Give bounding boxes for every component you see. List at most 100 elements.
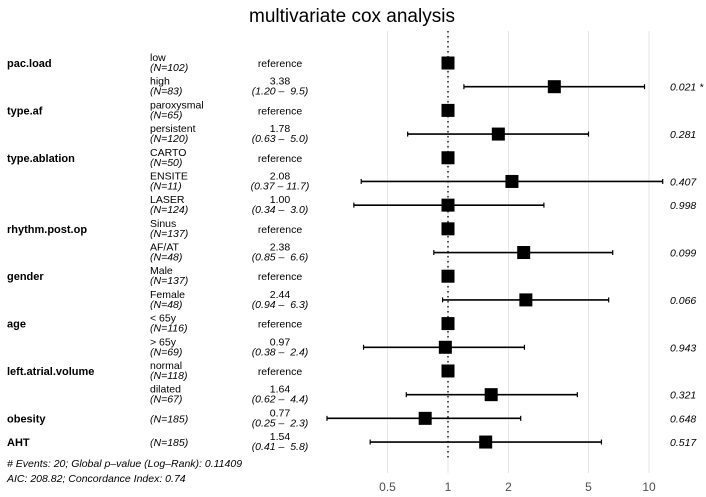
- forest-row: obesity (N=185) 0.77(0.25 – 2.3) 0.648: [7, 407, 696, 429]
- hr-reference: reference: [258, 105, 303, 117]
- forest-row: pac.load low(N=102) reference: [7, 52, 455, 74]
- p-value: 0.648: [670, 413, 696, 425]
- ci-value: (0.85 – 6.6): [252, 252, 309, 264]
- hr-value: 1.64: [270, 384, 291, 396]
- p-value: 0.066: [670, 295, 696, 307]
- hr-marker: [479, 435, 493, 449]
- level-label: persistent: [150, 123, 196, 135]
- x-tick-label: 10: [642, 480, 656, 494]
- footer-events: # Events: 20; Global p–value (Log–Rank):…: [7, 458, 242, 470]
- ci-value: (0.38 – 2.4): [252, 346, 309, 358]
- forest-row: dilated(N=67) 1.64(0.62 – 4.4) 0.321: [150, 384, 696, 406]
- hr-reference: reference: [258, 271, 303, 283]
- p-value: 0.517: [670, 437, 697, 449]
- level-label: AF/AT: [150, 242, 180, 254]
- n-label: (N=48): [150, 252, 182, 264]
- hr-value: 3.38: [270, 76, 291, 88]
- hr-marker: [505, 174, 519, 188]
- level-label: paroxysmal: [150, 99, 204, 111]
- n-label: (N=137): [150, 228, 188, 240]
- x-tick-label: 1: [445, 480, 452, 494]
- hr-reference: reference: [258, 366, 303, 378]
- hr-marker: [517, 246, 531, 260]
- level-label: high: [150, 76, 170, 88]
- forest-row: age < 65y(N=116) reference: [7, 313, 455, 335]
- ci-value: (0.63 – 5.0): [252, 133, 309, 145]
- hr-marker: [441, 222, 455, 236]
- n-label: (N=118): [150, 370, 187, 382]
- p-value: 0.281: [670, 129, 696, 141]
- hr-marker: [441, 317, 455, 331]
- hr-marker: [441, 198, 455, 212]
- variable-label: AHT: [7, 437, 30, 449]
- p-value: 0.998: [670, 200, 696, 212]
- hr-marker: [441, 364, 455, 378]
- hr-marker: [491, 127, 505, 141]
- variable-label: age: [7, 319, 26, 331]
- hr-marker: [441, 269, 455, 283]
- variable-label: left.atrial.volume: [7, 366, 94, 378]
- chart-title: multivariate cox analysis: [249, 6, 455, 27]
- forest-row: left.atrial.volume normal(N=118) reference: [7, 360, 455, 382]
- n-label: (N=185): [150, 413, 188, 425]
- forest-row: persistent(N=120) 1.78(0.63 – 5.0) 0.281: [150, 123, 696, 145]
- p-value: 0.099: [670, 248, 696, 260]
- hr-value: 0.97: [270, 336, 291, 348]
- level-label: low: [150, 52, 166, 64]
- forest-row: type.af paroxysmal(N=65) reference: [7, 99, 455, 121]
- hr-marker: [438, 340, 452, 354]
- hr-marker: [519, 293, 533, 307]
- x-tick-label: 0.5: [379, 480, 396, 494]
- level-label: > 65y: [150, 336, 177, 348]
- n-label: (N=185): [150, 437, 188, 449]
- ci-value: (0.37 – 11.7): [251, 180, 310, 192]
- level-label: LASER: [150, 194, 185, 206]
- hr-reference: reference: [258, 58, 303, 70]
- level-label: dilated: [150, 384, 181, 396]
- hr-marker: [418, 411, 432, 425]
- p-value: 0.407: [670, 176, 697, 188]
- level-label: Female: [150, 289, 185, 301]
- hr-reference: reference: [258, 319, 303, 331]
- p-value: 0.021 *: [670, 82, 704, 94]
- n-label: (N=102): [150, 62, 188, 74]
- n-label: (N=11): [150, 180, 182, 192]
- x-tick-label: 2: [505, 480, 512, 494]
- hr-value: 2.08: [270, 170, 291, 182]
- variable-label: type.af: [7, 105, 43, 117]
- forest-row: gender Male(N=137) reference: [7, 265, 455, 287]
- n-label: (N=65): [150, 109, 182, 121]
- hr-value: 2.44: [270, 289, 291, 301]
- ci-value: (0.94 – 6.3): [252, 299, 309, 311]
- hr-reference: reference: [258, 153, 303, 165]
- variable-label: gender: [7, 271, 44, 283]
- level-label: normal: [150, 360, 182, 372]
- n-label: (N=137): [150, 275, 188, 287]
- forest-row: AF/AT(N=48) 2.38(0.85 – 6.6) 0.099: [150, 242, 696, 264]
- x-axis-ticks: 0.5 1 2 5 10: [379, 480, 656, 494]
- n-label: (N=48): [150, 299, 182, 311]
- variable-label: type.ablation: [7, 153, 75, 165]
- forest-row: LASER(N=124) 1.00(0.34 – 3.0) 0.998: [150, 194, 696, 216]
- p-value: 0.321: [670, 390, 696, 402]
- hr-marker: [484, 388, 498, 402]
- hr-value: 0.77: [270, 407, 291, 419]
- hr-marker: [547, 80, 561, 94]
- n-label: (N=124): [150, 204, 188, 216]
- n-label: (N=69): [150, 346, 182, 358]
- forest-row: rhythm.post.op Sinus(N=137) reference: [7, 218, 455, 240]
- variable-label: rhythm.post.op: [7, 224, 87, 236]
- hr-value: 2.38: [270, 242, 291, 254]
- n-label: (N=120): [150, 133, 188, 145]
- level-label: Sinus: [150, 218, 176, 230]
- n-label: (N=116): [150, 323, 187, 335]
- n-label: (N=50): [150, 157, 182, 169]
- hr-reference: reference: [258, 224, 303, 236]
- ci-value: (0.34 – 3.0): [252, 204, 309, 216]
- ci-value: (0.41 – 5.8): [252, 441, 309, 453]
- hr-value: 1.54: [270, 431, 291, 443]
- ci-value: (0.62 – 4.4): [252, 394, 309, 406]
- forest-row: AHT (N=185) 1.54(0.41 – 5.8) 0.517: [7, 431, 697, 453]
- hr-marker: [441, 151, 455, 165]
